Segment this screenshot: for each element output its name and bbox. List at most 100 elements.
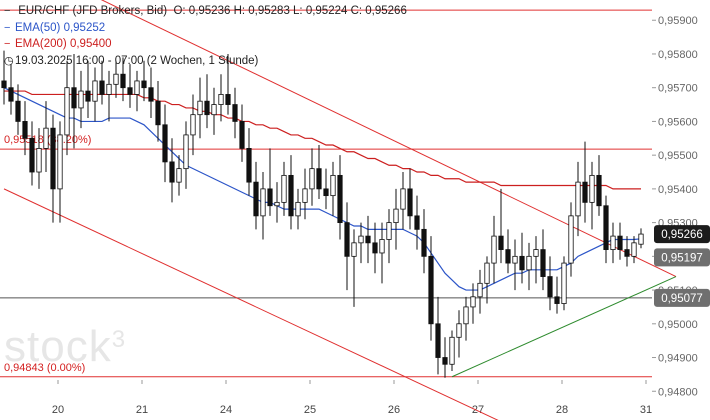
- x-tick-label-7: 31: [640, 404, 652, 416]
- ema50-swatch-icon: −: [4, 22, 11, 34]
- candle-body-71: [498, 235, 504, 250]
- candle-body-65: [456, 323, 462, 338]
- y-tick-label-10: 0,95800: [658, 49, 698, 61]
- ema50-line: [3, 87, 642, 291]
- candle-body-42: [295, 201, 301, 217]
- candle-body-84: [589, 174, 595, 203]
- collapse-icon[interactable]: −: [4, 5, 11, 17]
- candle-body-61: [428, 255, 434, 325]
- trendline-1: [3, 188, 499, 420]
- candle-body-52: [365, 235, 371, 244]
- candle-body-6: [43, 127, 49, 149]
- candle-body-19: [134, 80, 140, 95]
- candle-body-73: [512, 255, 518, 264]
- x-tick-label-0: 20: [52, 404, 64, 416]
- candle-body-77: [540, 249, 546, 277]
- candle-body-86: [603, 205, 609, 250]
- candle-body-16: [113, 73, 119, 85]
- candle-body-48: [337, 174, 343, 224]
- candle-body-15: [106, 83, 112, 95]
- candle-body-66: [463, 306, 469, 325]
- candle-body-88: [617, 235, 623, 250]
- candle-body-9: [64, 87, 70, 136]
- candle-body-14: [99, 80, 105, 95]
- y-tick-label-2: 0,95000: [658, 319, 698, 331]
- candle-body-25: [176, 168, 182, 183]
- price-badge-label-2: 0,95077: [661, 293, 703, 305]
- x-tick-label-5: 27: [472, 404, 484, 416]
- ema200-swatch-icon: −: [4, 38, 11, 50]
- candle-body-58: [407, 188, 413, 217]
- candle-body-0: [1, 80, 7, 89]
- candle-body-49: [344, 222, 350, 257]
- candle-body-40: [281, 174, 287, 203]
- y-tick-label-0: 0,94800: [658, 386, 698, 398]
- candle-body-83: [582, 181, 588, 203]
- candle-body-54: [379, 239, 385, 254]
- candle-body-68: [477, 282, 483, 298]
- y-tick-label-6: 0,95400: [658, 184, 698, 196]
- ohlc-values: O: 0,95236 H: 0,95283 L: 0,95224 C: 0,95…: [173, 5, 407, 17]
- price-badge-label-1: 0,95197: [661, 252, 703, 264]
- stock3-watermark: stock3: [4, 322, 126, 372]
- price-badge-1: [654, 248, 710, 267]
- candle-body-59: [414, 215, 420, 230]
- candle-body-4: [29, 137, 35, 173]
- candle-body-3: [22, 121, 28, 139]
- candle-body-76: [533, 249, 539, 257]
- candle-body-69: [484, 262, 490, 284]
- candle-body-34: [239, 121, 245, 149]
- candle-body-1: [8, 87, 14, 102]
- candle-body-79: [554, 296, 560, 304]
- candle-body-5: [36, 148, 42, 173]
- candle-body-24: [169, 161, 175, 183]
- candle-body-64: [449, 336, 455, 365]
- level-label-3: 0,94843 (0.00%): [4, 362, 85, 374]
- candle-body-90: [631, 242, 637, 257]
- candle-body-60: [421, 228, 427, 257]
- candle-body-87: [610, 235, 616, 250]
- candle-body-56: [393, 208, 399, 224]
- price-badge-0: [654, 225, 710, 244]
- candle-body-51: [358, 235, 364, 244]
- candle-body-36: [253, 181, 259, 217]
- y-tick-label-1: 0,94900: [658, 353, 698, 365]
- y-tick-label-8: 0,95600: [658, 116, 698, 128]
- candle-body-44: [309, 168, 315, 190]
- candle-body-70: [491, 235, 497, 264]
- candle-body-75: [526, 255, 532, 271]
- candle-body-80: [561, 262, 567, 304]
- candle-body-8: [57, 134, 63, 190]
- candle-body-62: [435, 323, 441, 358]
- candle-body-85: [596, 174, 602, 207]
- candle-body-91: [638, 233, 644, 245]
- y-tick-label-7: 0,95500: [658, 150, 698, 162]
- candle-body-29: [204, 100, 210, 116]
- x-tick-label-6: 28: [556, 404, 568, 416]
- candle-body-10: [71, 87, 77, 109]
- ema50-label: EMA(50) 0,95252: [15, 22, 106, 34]
- candle-body-46: [323, 188, 329, 197]
- candle-body-11: [78, 90, 84, 109]
- candle-body-41: [288, 174, 294, 217]
- candle-body-33: [232, 104, 238, 122]
- period-line: ◷19.03.2025 16:00 - 07:00 (2 Wochen, 1 S…: [4, 54, 258, 67]
- candle-body-23: [162, 124, 168, 163]
- candle-body-74: [519, 255, 525, 271]
- candle-body-45: [316, 168, 322, 190]
- candle-body-78: [547, 276, 553, 298]
- candle-body-17: [120, 73, 126, 89]
- price-badge-2: [654, 288, 710, 307]
- y-tick-label-9: 0,95700: [658, 83, 698, 95]
- watermark-main: stock: [4, 322, 112, 371]
- candle-body-32: [225, 94, 231, 105]
- candle-body-82: [575, 181, 581, 217]
- watermark-sup: 3: [111, 326, 127, 353]
- candle-body-39: [274, 201, 280, 207]
- candle-body-27: [190, 114, 196, 136]
- period-label: 19.03.2025 16:00 - 07:00 (2 Wochen, 1 St…: [15, 55, 259, 67]
- candle-body-55: [386, 222, 392, 240]
- candle-body-31: [218, 94, 224, 105]
- clock-icon: ◷: [4, 55, 14, 67]
